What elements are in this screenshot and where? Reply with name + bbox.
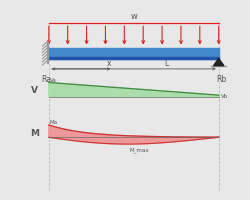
Text: Vb: Vb xyxy=(220,93,227,98)
Text: V: V xyxy=(31,86,38,95)
Polygon shape xyxy=(48,83,218,97)
Bar xyxy=(48,49,218,59)
Text: Rb: Rb xyxy=(215,74,225,83)
Text: w: w xyxy=(130,12,137,20)
Text: M: M xyxy=(30,128,39,137)
Bar xyxy=(48,58,218,59)
Text: Ma: Ma xyxy=(50,119,58,124)
Text: L: L xyxy=(164,59,168,68)
Text: Ra: Ra xyxy=(41,74,51,83)
Polygon shape xyxy=(213,59,223,66)
Text: Va: Va xyxy=(50,77,57,82)
Text: M_max: M_max xyxy=(129,147,148,152)
Text: x: x xyxy=(106,59,110,68)
Polygon shape xyxy=(48,125,218,144)
